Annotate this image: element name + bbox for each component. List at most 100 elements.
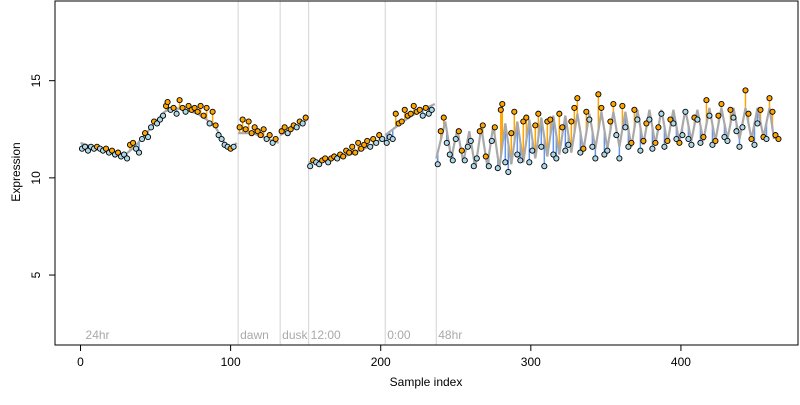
data-point [607, 118, 614, 125]
segment-label: dawn [240, 328, 269, 342]
data-point [772, 132, 779, 139]
data-point [476, 128, 483, 135]
data-point [194, 108, 201, 115]
data-point [604, 147, 611, 154]
data-point [452, 135, 459, 143]
data-point [443, 139, 450, 146]
data-point [751, 141, 758, 148]
data-point [775, 135, 782, 143]
data-point [287, 126, 294, 133]
data-point [562, 147, 569, 154]
data-point [425, 110, 432, 117]
data-point [505, 168, 512, 176]
data-point [185, 102, 192, 109]
data-point [464, 143, 471, 150]
data-point [422, 104, 429, 111]
data-point [730, 114, 737, 121]
data-point [766, 95, 773, 102]
x-tick-label: 200 [371, 355, 391, 369]
data-point [640, 137, 647, 144]
data-point [511, 108, 518, 115]
data-point [655, 124, 662, 131]
data-point [589, 143, 596, 150]
data-point [392, 110, 399, 117]
data-point [754, 120, 761, 127]
data-point [352, 149, 359, 156]
data-point [455, 128, 462, 135]
data-point [142, 130, 149, 137]
data-point [114, 149, 122, 156]
data-point [688, 141, 695, 148]
data-point [108, 147, 116, 154]
data-point [502, 159, 509, 166]
data-point [494, 165, 501, 172]
data-point [739, 124, 746, 131]
data-point [179, 104, 186, 111]
data-point [485, 163, 492, 170]
data-point [577, 149, 584, 156]
data-point [263, 135, 270, 143]
data-point [742, 87, 749, 94]
data-point [520, 118, 527, 125]
data-point [316, 161, 323, 168]
data-point [419, 112, 426, 119]
data-point [526, 159, 533, 166]
data-point [164, 99, 171, 106]
data-point [239, 116, 246, 123]
data-point [410, 102, 417, 109]
data-point [685, 135, 692, 143]
data-point [434, 161, 441, 168]
data-point [479, 122, 486, 129]
data-point [583, 108, 590, 115]
data-point [236, 124, 243, 131]
data-point [748, 135, 755, 143]
data-point [565, 141, 572, 148]
data-point [281, 124, 288, 131]
data-point [401, 106, 408, 113]
data-point [370, 135, 377, 143]
data-point [272, 135, 279, 143]
data-point [349, 143, 356, 150]
data-point [218, 135, 225, 143]
data-point [517, 157, 524, 164]
data-point [361, 141, 368, 148]
data-point [491, 124, 498, 131]
data-point [248, 130, 255, 137]
data-point [619, 102, 626, 109]
data-point [661, 143, 668, 150]
data-point [145, 133, 152, 141]
data-point [658, 110, 665, 117]
data-point [379, 135, 386, 143]
data-point [446, 151, 453, 158]
data-point [712, 137, 719, 144]
data-point [571, 104, 578, 111]
data-point [266, 132, 273, 139]
data-point [173, 110, 180, 117]
segment-label: 24hr [86, 328, 110, 342]
data-point [631, 106, 638, 113]
data-point [293, 124, 300, 131]
data-point [467, 137, 474, 144]
data-point [532, 122, 539, 129]
data-point [206, 120, 213, 127]
data-point [769, 108, 776, 115]
x-tick-label: 400 [671, 355, 691, 369]
data-point [102, 145, 110, 152]
data-point [763, 135, 770, 143]
data-point [715, 112, 722, 119]
data-point [706, 112, 713, 119]
data-point [574, 95, 581, 102]
data-point [616, 155, 623, 162]
data-point [598, 104, 605, 111]
data-point [482, 153, 489, 160]
data-point [601, 151, 608, 158]
data-point [652, 139, 659, 146]
plot-frame [54, 0, 799, 346]
axes [54, 0, 799, 346]
data-point [721, 133, 728, 141]
data-point [727, 106, 734, 113]
data-point [709, 141, 716, 148]
data-point [667, 116, 674, 123]
data-point [215, 132, 222, 139]
